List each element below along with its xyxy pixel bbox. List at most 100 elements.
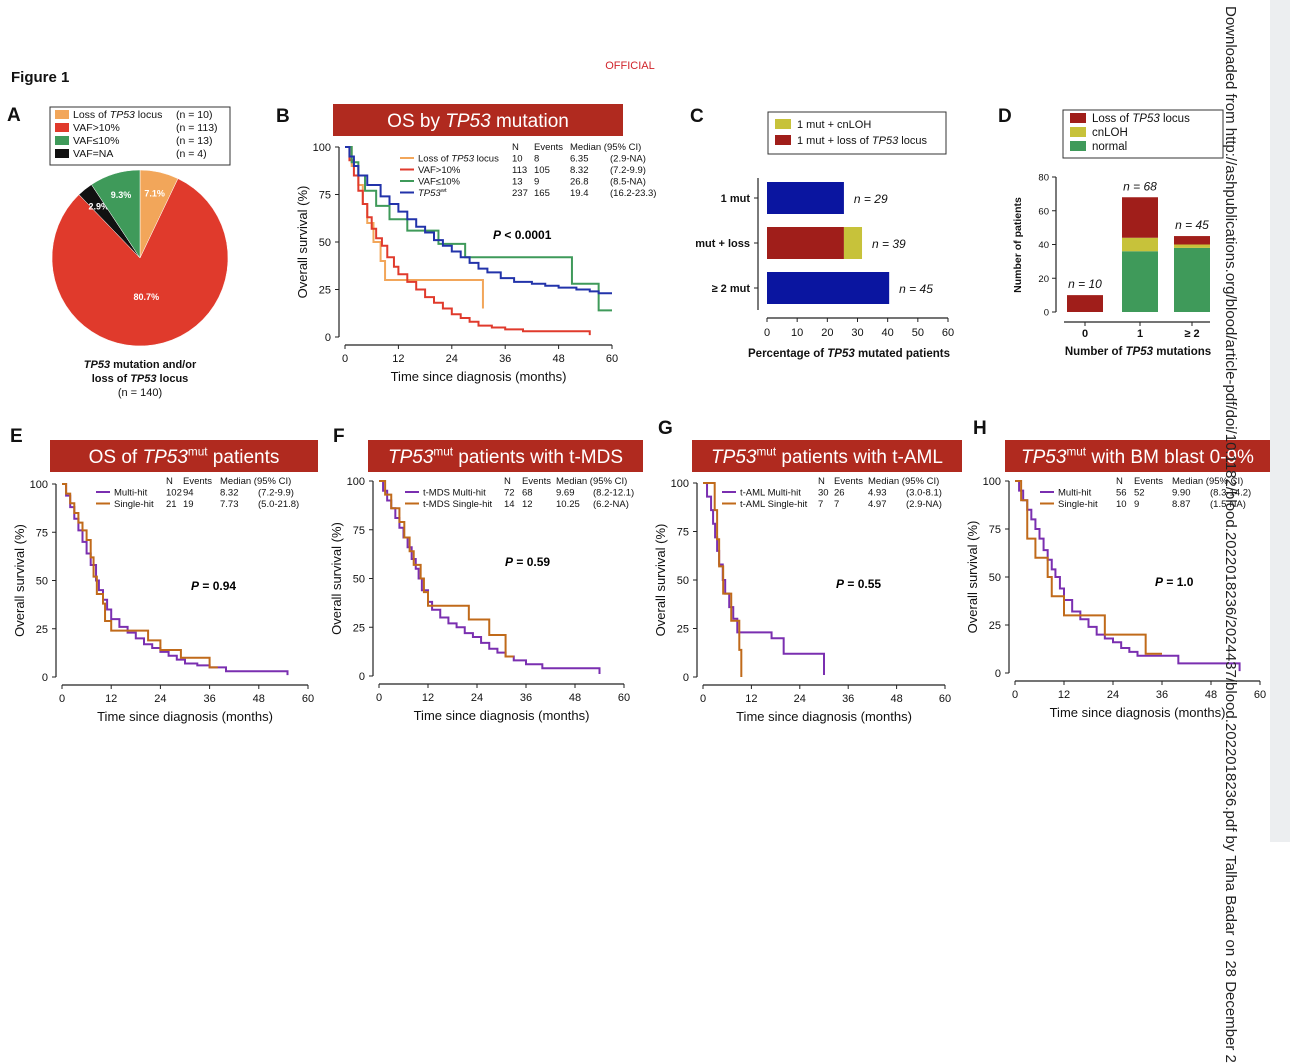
bar-segment [1067,295,1103,312]
x-tick-label: 24 [446,353,458,365]
legend-events: 8 [534,154,539,165]
x-tick-label: 48 [1205,689,1217,701]
legend-ci: (7.2-9.9) [258,488,294,499]
bar-segment [767,272,890,304]
x-tick-label: 60 [302,693,314,705]
y-tick-label: 50 [353,574,365,586]
legend-n: 13 [512,177,523,188]
x-tick-label: 12 [392,353,404,365]
panel-a: Loss of TP53 locus (n = 10) VAF>10% (n = 11… [49,106,231,399]
table-header: Median (95% CI) [868,476,939,487]
panel-d: Loss of TP53 locus cnLOH normal 0 20 40 60 80 Nu… [1012,109,1224,358]
bar-label: n = 39 [872,237,906,251]
km-curve [345,146,591,336]
legend-swatch [55,149,69,158]
x-axis-label: Percentage of TP53 mutated patients [748,348,950,360]
y-tick-label: 50 [989,572,1001,584]
figure-canvas: Figure 1 OFFICIAL A B C D E F G H Loss of TP53 loc… [7,60,1270,724]
legend-n: 113 [512,165,527,176]
panel-banner [50,440,318,472]
category-label: ≥ 2 mut [712,283,751,295]
legend-ci: (5.0-21.8) [258,499,299,510]
legend-count: (n = 4) [176,148,207,160]
legend-swatch [1070,141,1086,151]
y-tick-label: 50 [677,575,689,587]
y-axis-label: Number of patients [1012,197,1024,293]
pie-label: 9.3% [111,190,132,200]
y-tick-label: 75 [319,190,331,202]
x-tick-label: 60 [606,353,618,365]
x-tick-label: 48 [569,692,581,704]
pie-slice [51,178,229,347]
pie-footer: loss of TP53 locus [92,373,189,385]
x-axis-label: Number of TP53 mutations [1065,346,1211,358]
y-axis-label: Overall survival (%) [12,524,27,637]
x-tick-label: 50 [912,327,924,339]
table-header: Events [534,142,563,153]
legend-name: t-AML Single-hit [740,499,808,510]
x-tick-label: 48 [253,693,265,705]
bar-segment [767,227,844,259]
p-value: P = 0.94 [191,579,236,593]
legend-box [767,111,947,155]
legend-ci: (2.9-NA) [906,499,942,510]
legend-swatch [55,123,69,132]
legend-name: VAF≤10% [418,177,461,188]
y-tick-label: 40 [1038,240,1049,251]
km-panel-G: TP53mut​ patients with t-AML 0 25 50 75 100 0 1… [653,440,962,724]
table-header: N [818,476,825,487]
km-curve [345,146,612,295]
legend-name: t-AML Multi-hit [740,488,801,499]
legend-events: 165 [534,188,550,199]
x-tick-label: 0 [700,693,706,705]
category-label: 1 mut [721,193,751,205]
km-curve [1015,480,1162,655]
category-label: ≥ 2 [1184,328,1199,340]
km-panel-E: OS of TP53mut​ patients 0 25 50 75 100 0 12 24 36… [12,440,318,724]
x-tick-label: 0 [376,692,382,704]
y-tick-label: 50 [36,576,48,588]
p-value: P = 0.59 [505,555,550,569]
x-tick-label: 24 [154,693,166,705]
legend-n: 7 [818,499,823,510]
legend-events: 9 [1134,499,1139,510]
legend-median: 7.73 [220,499,239,510]
panel-banner [692,440,962,472]
x-axis-label: Time since diagnosis (months) [391,369,567,384]
y-axis-label: Overall survival (%) [965,521,980,634]
legend-ci: (8.2-12.1) [593,488,634,499]
x-tick-label: 36 [1156,689,1168,701]
legend-name: TP53wt​ [418,188,447,199]
legend-label: Loss of TP53 locus [1092,113,1190,125]
x-tick-label: 36 [203,693,215,705]
bar-label: n = 29 [854,192,888,206]
bar-segment [1174,236,1210,245]
y-tick-label: 0 [359,671,365,683]
table-header: Median (95% CI) [1172,476,1243,487]
panel-banner-title: TP53mut​ with BM blast 0-9% [1021,445,1254,468]
legend-swatch [775,135,791,145]
p-value: P = 1.0 [1155,575,1194,589]
y-tick-label: 75 [677,527,689,539]
legend-n: 10 [512,154,523,165]
x-tick-label: 48 [552,353,564,365]
table-header: Median (95% CI) [556,476,627,487]
legend-median: 8.32 [220,488,239,499]
bar-segment [1174,244,1210,248]
table-header: N [1116,476,1123,487]
bar-segment [1122,251,1158,312]
y-tick-label: 100 [347,476,365,488]
legend-label: 1 mut + loss of TP53 locus [797,135,927,147]
km-curve [62,483,218,669]
km-panel-H: TP53mut​ with BM blast 0-9% 0 25 50 75 100 0 12… [965,440,1270,720]
x-tick-label: 24 [471,692,483,704]
y-tick-label: 80 [1038,173,1049,184]
x-tick-label: 48 [890,693,902,705]
legend-ci: (6.2-NA) [593,499,629,510]
bar-label: n = 45 [1175,218,1209,232]
legend-name: Multi-hit [114,488,148,499]
x-tick-label: 36 [499,353,511,365]
y-tick-label: 0 [42,672,48,684]
legend-events: 94 [183,488,194,499]
legend-swatch [1070,127,1086,137]
